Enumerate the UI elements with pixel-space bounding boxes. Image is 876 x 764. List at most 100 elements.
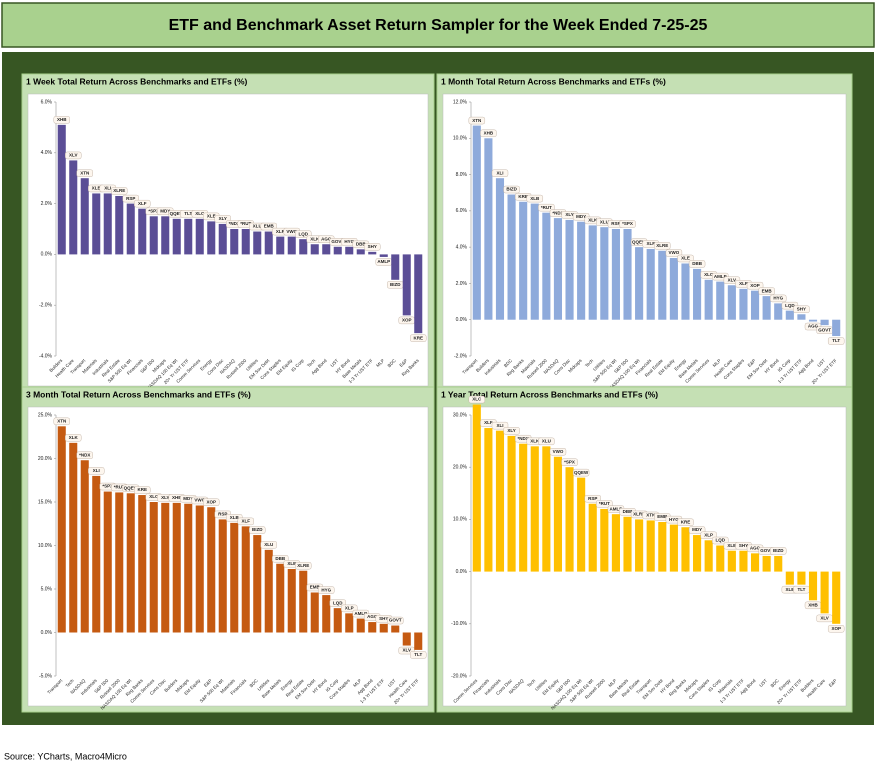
bar — [600, 227, 609, 320]
data-label: SHY — [739, 543, 748, 548]
data-label: XTN — [57, 418, 66, 423]
bar — [472, 404, 481, 572]
data-label-box — [480, 129, 497, 137]
bar — [693, 535, 702, 572]
bar — [138, 495, 147, 633]
data-label: AMLP — [354, 611, 367, 616]
bar — [172, 502, 181, 633]
data-label: MDY — [160, 208, 170, 213]
data-label: XLI — [104, 186, 111, 191]
bar — [195, 505, 204, 633]
bar — [623, 516, 632, 572]
data-label-box — [758, 287, 775, 295]
bar — [161, 502, 170, 633]
bar — [820, 571, 829, 614]
bar — [646, 520, 655, 572]
x-tick-label: MLP — [375, 358, 385, 368]
bar — [704, 540, 713, 572]
y-tick-label: -5.0% — [39, 673, 53, 679]
data-label-box — [491, 169, 509, 177]
bar — [126, 493, 135, 633]
data-label: BIZD — [252, 527, 263, 532]
data-label: XLF — [484, 420, 493, 425]
bar — [832, 319, 841, 337]
bar — [241, 229, 250, 255]
bar — [588, 503, 597, 572]
data-label: AGG — [750, 546, 761, 551]
data-label: GOVT — [331, 239, 344, 244]
chart-title: 1 Week Total Return Across Benchmarks an… — [26, 76, 248, 86]
y-tick-label: 0.0% — [456, 317, 468, 323]
data-label: DBB — [623, 509, 633, 514]
bar — [808, 319, 818, 322]
y-tick-label: 2.0% — [41, 201, 53, 207]
data-label: *RUT — [114, 485, 125, 490]
data-label: TLT — [832, 338, 840, 343]
bar — [402, 632, 411, 646]
bar — [345, 246, 354, 255]
data-label: XLP — [704, 532, 713, 537]
data-label-box — [468, 395, 485, 404]
data-label: XLK — [588, 218, 598, 223]
data-label: VWO — [286, 229, 297, 234]
x-tick-label: UST — [329, 358, 339, 368]
title-banner — [1, 2, 875, 48]
y-tick-label: 10.0% — [453, 517, 468, 523]
data-label-box — [272, 555, 289, 563]
x-tick-label: BDC — [249, 677, 260, 688]
data-label: RSP — [218, 512, 227, 517]
y-tick-label: 8.0% — [456, 172, 468, 178]
bar — [530, 446, 539, 572]
data-label: XLU — [253, 224, 262, 229]
data-label: DBB — [275, 556, 285, 561]
data-label: RSP — [588, 496, 597, 501]
data-label-box — [538, 203, 555, 212]
data-label: VWO — [553, 449, 564, 454]
data-label: EMB — [310, 585, 321, 590]
bar — [184, 218, 193, 255]
data-label-box — [260, 222, 277, 231]
bar — [808, 571, 818, 601]
data-label: QQEW — [124, 485, 139, 490]
data-label: *NDX — [229, 221, 240, 226]
bar — [832, 571, 841, 624]
bar — [80, 178, 89, 255]
data-label: KRE — [413, 335, 423, 340]
bar — [704, 279, 713, 320]
bar — [391, 625, 400, 633]
data-label: SHY — [368, 244, 377, 249]
data-label-box — [237, 517, 254, 526]
bar — [635, 519, 644, 572]
bar — [785, 571, 794, 585]
bar — [820, 319, 829, 326]
y-tick-label: 12.0% — [453, 99, 468, 105]
bar — [658, 522, 667, 572]
bar — [739, 288, 748, 320]
y-tick-label: -4.0% — [39, 353, 53, 359]
data-label: HYG — [669, 517, 679, 522]
data-label: MDY — [576, 214, 586, 219]
data-label: SHY — [379, 616, 388, 621]
data-label: *RUT — [541, 205, 552, 210]
data-label-box — [526, 194, 543, 203]
bar — [623, 229, 632, 320]
bar — [92, 475, 101, 633]
y-tick-label: -2.0% — [454, 353, 468, 359]
data-label: AMLP — [714, 274, 727, 279]
data-label-box — [410, 334, 427, 342]
data-label: XTN — [646, 513, 655, 518]
data-label: XLY — [219, 216, 227, 221]
data-label-box — [76, 451, 93, 459]
y-tick-label: 5.0% — [41, 586, 53, 592]
bar — [379, 623, 388, 633]
data-label-box — [76, 169, 93, 177]
x-tick-label: BDC — [503, 357, 514, 368]
bar — [611, 514, 620, 572]
data-label-box — [688, 260, 706, 268]
data-label: XLI — [496, 170, 503, 175]
data-label: XLB — [92, 186, 102, 191]
bar — [287, 568, 296, 633]
bar — [264, 231, 273, 255]
data-label: XLRE — [656, 243, 668, 248]
